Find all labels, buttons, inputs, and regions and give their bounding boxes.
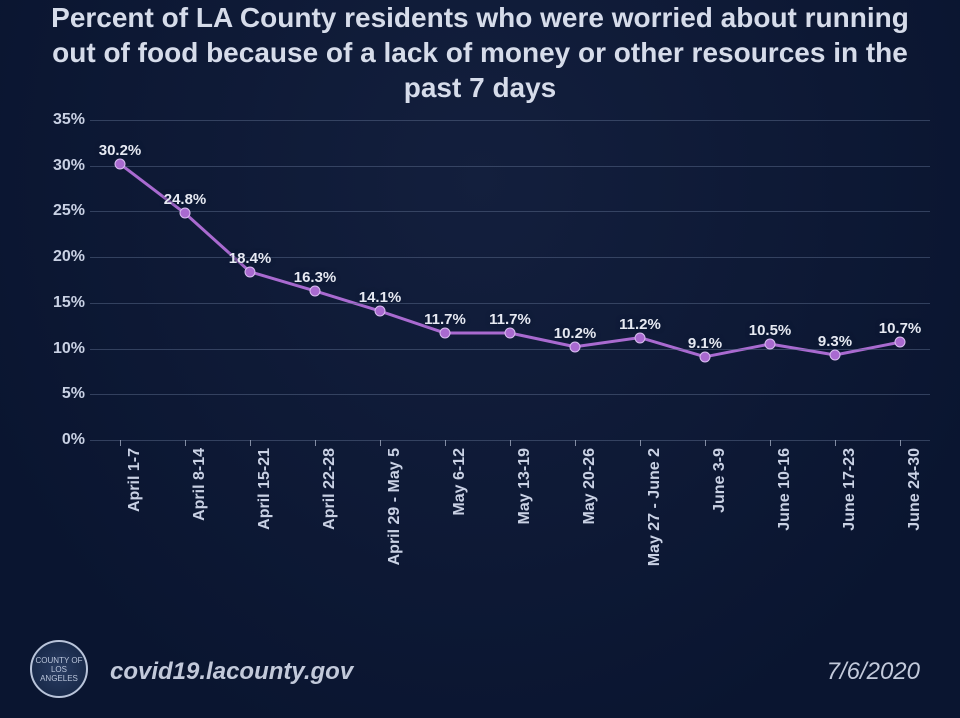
x-tickmark (185, 440, 186, 446)
data-label: 30.2% (99, 142, 142, 159)
data-marker (571, 342, 580, 351)
x-axis-label: May 20-26 (581, 448, 599, 525)
x-axis-label: May 13-19 (516, 448, 534, 525)
x-axis-label: June 24-30 (906, 448, 924, 531)
x-tickmark (120, 440, 121, 446)
plot-area: 0%5%10%15%20%25%30%35%April 1-7April 8-1… (90, 120, 930, 440)
x-tickmark (835, 440, 836, 446)
x-tickmark (315, 440, 316, 446)
footer: COUNTY OF LOS ANGELES covid19.lacounty.g… (0, 638, 960, 698)
x-axis-label: April 22-28 (321, 448, 339, 530)
data-marker (311, 286, 320, 295)
gridline (90, 394, 930, 395)
county-seal-icon: COUNTY OF LOS ANGELES (30, 640, 88, 698)
x-axis-label: June 10-16 (776, 448, 794, 531)
data-marker (506, 329, 515, 338)
data-label: 11.7% (489, 311, 531, 328)
chart-area: 0%5%10%15%20%25%30%35%April 1-7April 8-1… (30, 120, 940, 600)
data-marker (376, 307, 385, 316)
gridline (90, 211, 930, 212)
data-label: 24.8% (164, 191, 207, 208)
data-marker (441, 329, 450, 338)
x-tickmark (510, 440, 511, 446)
data-marker (831, 350, 840, 359)
x-tickmark (900, 440, 901, 446)
data-label: 10.7% (879, 320, 922, 337)
x-axis-label: May 6-12 (451, 448, 469, 516)
seal-text: COUNTY OF LOS ANGELES (32, 656, 86, 683)
x-axis-label: June 3-9 (711, 448, 729, 513)
data-label: 10.5% (749, 322, 792, 339)
x-axis-label: June 17-23 (841, 448, 859, 531)
y-axis-label: 30% (30, 157, 85, 175)
footer-date: 7/6/2020 (827, 658, 920, 686)
x-tickmark (770, 440, 771, 446)
gridline (90, 303, 930, 304)
gridline (90, 166, 930, 167)
x-axis-label: April 15-21 (256, 448, 274, 530)
data-label: 18.4% (229, 250, 272, 267)
data-label: 9.3% (818, 333, 852, 350)
data-label: 10.2% (554, 325, 597, 342)
data-label: 14.1% (359, 289, 402, 306)
y-axis-label: 35% (30, 111, 85, 129)
data-marker (896, 338, 905, 347)
data-label: 16.3% (294, 269, 337, 286)
x-tickmark (250, 440, 251, 446)
data-label: 11.2% (619, 315, 661, 332)
data-marker (246, 267, 255, 276)
data-marker (116, 159, 125, 168)
chart-title: Percent of LA County residents who were … (0, 0, 960, 105)
gridline (90, 257, 930, 258)
data-label: 11.7% (424, 311, 466, 328)
data-marker (766, 340, 775, 349)
x-tickmark (640, 440, 641, 446)
x-tickmark (575, 440, 576, 446)
x-axis-label: April 1-7 (126, 448, 144, 512)
data-marker (636, 333, 645, 342)
y-axis-label: 25% (30, 202, 85, 220)
data-label: 9.1% (688, 335, 722, 352)
x-tickmark (705, 440, 706, 446)
y-axis-label: 10% (30, 340, 85, 358)
y-axis-label: 0% (30, 431, 85, 449)
y-axis-label: 15% (30, 294, 85, 312)
y-axis-label: 20% (30, 248, 85, 266)
y-axis-label: 5% (30, 385, 85, 403)
x-tickmark (380, 440, 381, 446)
footer-url: covid19.lacounty.gov (110, 658, 353, 686)
x-axis-label: April 29 - May 5 (386, 448, 404, 565)
line-series-svg (90, 120, 930, 440)
gridline (90, 120, 930, 121)
gridline (90, 349, 930, 350)
data-marker (701, 352, 710, 361)
data-marker (181, 209, 190, 218)
x-axis-label: May 27 - June 2 (646, 448, 664, 566)
x-axis-label: April 8-14 (191, 448, 209, 521)
x-tickmark (445, 440, 446, 446)
